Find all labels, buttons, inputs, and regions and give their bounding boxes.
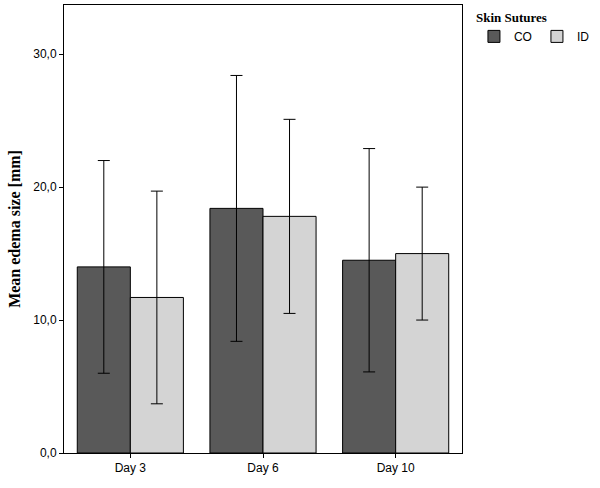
svg-text:0,0: 0,0 xyxy=(40,446,57,460)
svg-text:Day 10: Day 10 xyxy=(377,461,415,475)
svg-text:20,0: 20,0 xyxy=(33,180,57,194)
svg-text:10,0: 10,0 xyxy=(33,313,57,327)
svg-text:Day 6: Day 6 xyxy=(247,461,279,475)
svg-text:Day 3: Day 3 xyxy=(115,461,147,475)
svg-text:Skin Sutures: Skin Sutures xyxy=(476,10,547,25)
svg-text:CO: CO xyxy=(514,30,532,44)
svg-text:30,0: 30,0 xyxy=(33,47,57,61)
svg-text:ID: ID xyxy=(577,30,589,44)
svg-text:Mean edema size [mm]: Mean edema size [mm] xyxy=(6,150,23,308)
